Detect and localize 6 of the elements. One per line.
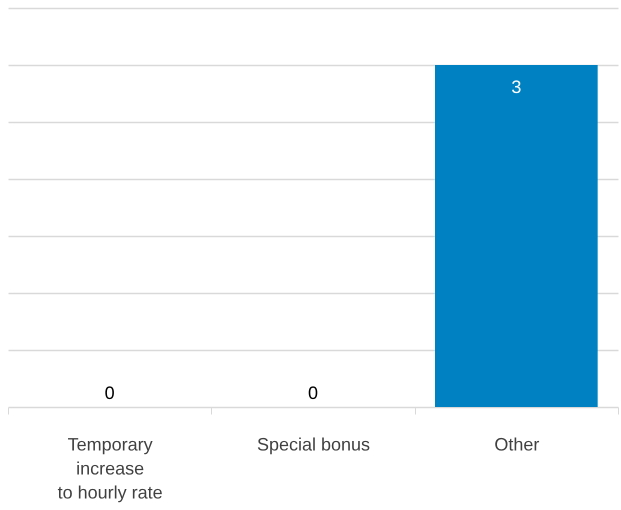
x-tick-label: Temporary increase to hourly rate: [58, 434, 163, 502]
x-tick-label: Other: [494, 434, 540, 454]
data-label: 3: [511, 77, 522, 97]
x-tick-label: Special bonus: [256, 434, 370, 454]
data-label: 0: [308, 383, 318, 403]
data-label: 0: [104, 383, 115, 403]
